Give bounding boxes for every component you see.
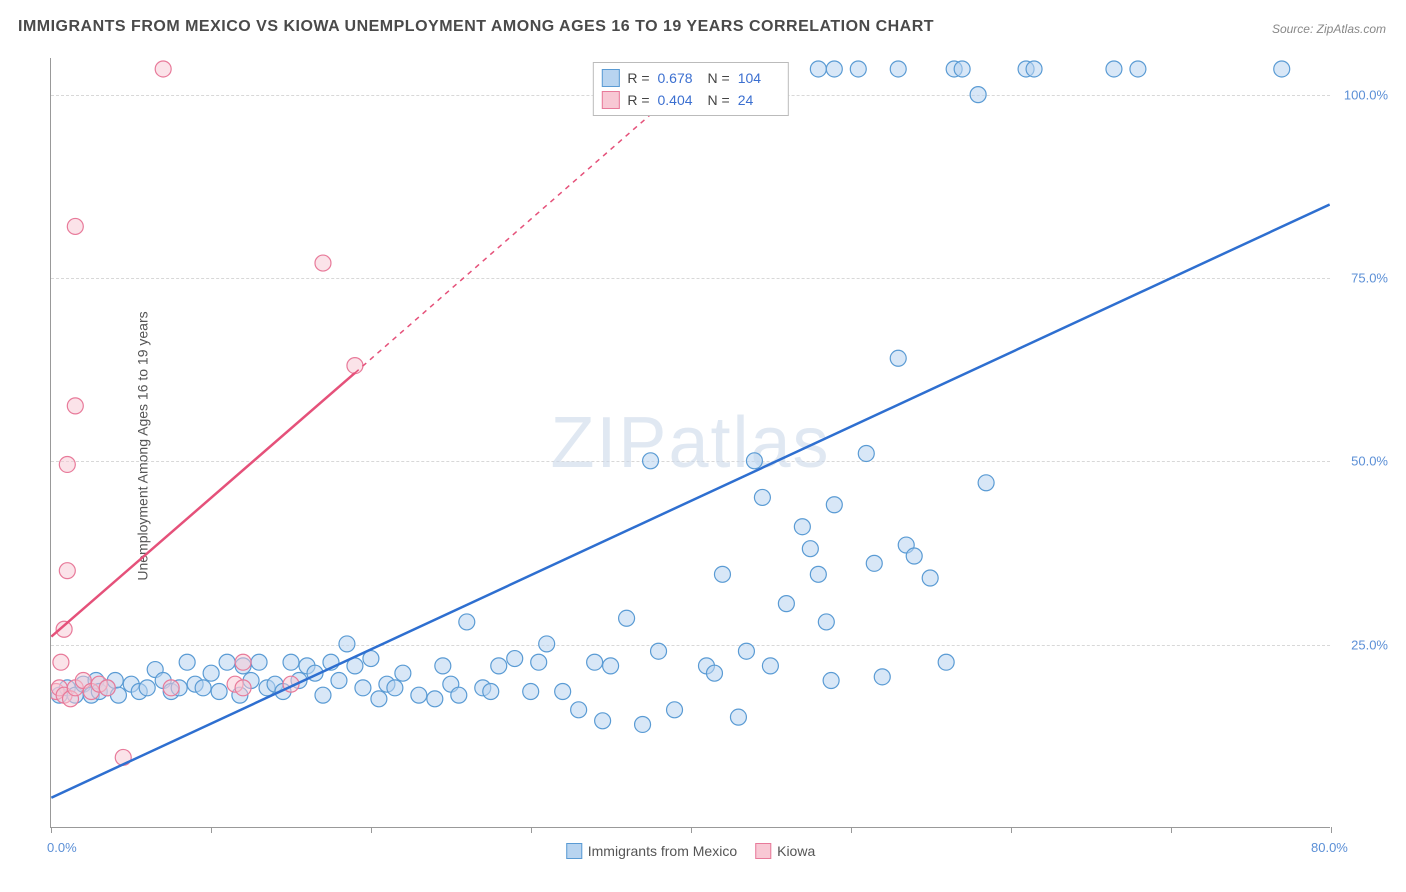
stats-r-mexico: 0.678 <box>658 70 700 86</box>
stats-r-label: R = <box>627 92 649 108</box>
legend-item-mexico: Immigrants from Mexico <box>566 843 737 859</box>
chart-title: IMMIGRANTS FROM MEXICO VS KIOWA UNEMPLOY… <box>18 18 934 36</box>
legend-item-kiowa: Kiowa <box>755 843 815 859</box>
x-tick <box>531 827 532 833</box>
stats-row-mexico: R = 0.678 N = 104 <box>601 67 779 89</box>
x-tick-label: 0.0% <box>47 840 77 855</box>
stats-n-label: N = <box>708 70 730 86</box>
x-tick <box>1331 827 1332 833</box>
stats-n-kiowa: 24 <box>738 92 780 108</box>
stats-swatch-kiowa <box>601 91 619 109</box>
legend-swatch-kiowa <box>755 843 771 859</box>
y-tick-label: 75.0% <box>1351 271 1388 286</box>
stats-n-mexico: 104 <box>738 70 780 86</box>
legend-label-kiowa: Kiowa <box>777 843 815 859</box>
x-tick-label: 80.0% <box>1311 840 1348 855</box>
y-tick-label: 50.0% <box>1351 454 1388 469</box>
x-tick <box>1011 827 1012 833</box>
stats-swatch-mexico <box>601 69 619 87</box>
plot-svg <box>51 58 1330 827</box>
stats-legend: R = 0.678 N = 104 R = 0.404 N = 24 <box>592 62 788 116</box>
y-tick-label: 100.0% <box>1344 87 1388 102</box>
legend-bottom: Immigrants from Mexico Kiowa <box>566 843 816 859</box>
chart-container: IMMIGRANTS FROM MEXICO VS KIOWA UNEMPLOY… <box>0 0 1406 892</box>
x-tick <box>691 827 692 833</box>
y-tick-label: 25.0% <box>1351 637 1388 652</box>
x-tick <box>51 827 52 833</box>
source-attribution: Source: ZipAtlas.com <box>1272 22 1386 36</box>
stats-r-label: R = <box>627 70 649 86</box>
x-tick <box>211 827 212 833</box>
plot-area: ZIPatlas R = 0.678 N = 104 R = 0.404 N =… <box>50 58 1330 828</box>
x-tick <box>851 827 852 833</box>
stats-n-label: N = <box>708 92 730 108</box>
x-tick <box>1171 827 1172 833</box>
legend-label-mexico: Immigrants from Mexico <box>588 843 737 859</box>
x-tick <box>371 827 372 833</box>
stats-r-kiowa: 0.404 <box>658 92 700 108</box>
stats-row-kiowa: R = 0.404 N = 24 <box>601 89 779 111</box>
legend-swatch-mexico <box>566 843 582 859</box>
